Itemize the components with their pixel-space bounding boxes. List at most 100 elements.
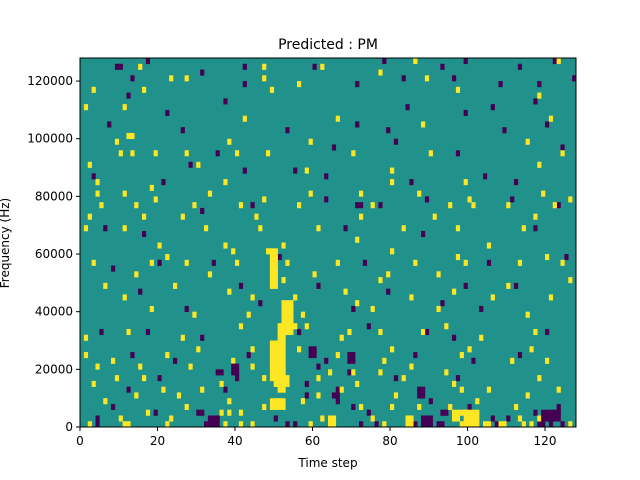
heatmap-cell	[440, 300, 445, 307]
heatmap-cell	[444, 369, 449, 376]
heatmap-cell	[215, 150, 220, 157]
heatmap-cell	[517, 259, 523, 266]
heatmap-cell	[560, 421, 565, 428]
x-tick-label: 40	[227, 434, 242, 448]
heatmap-cell	[126, 92, 131, 99]
heatmap-cell	[180, 127, 185, 134]
heatmap-cell	[331, 144, 337, 151]
heatmap-cell	[548, 294, 554, 301]
heatmap-cell	[114, 375, 120, 382]
heatmap-cell-block	[207, 415, 220, 428]
heatmap-cell	[215, 369, 220, 376]
heatmap-cell	[316, 375, 321, 382]
heatmap-cell	[200, 334, 205, 341]
heatmap-cell	[269, 86, 275, 93]
heatmap-cell	[83, 352, 89, 359]
heatmap-cell	[366, 409, 371, 416]
heatmap-cell	[122, 190, 127, 197]
heatmap-cell	[238, 323, 244, 330]
heatmap-cell	[320, 415, 325, 422]
heatmap-cell	[293, 323, 298, 330]
heatmap-cell	[173, 282, 178, 289]
heatmap-cell	[223, 421, 228, 428]
heatmap-cell	[254, 213, 259, 220]
heatmap-cell	[324, 196, 329, 203]
heatmap-cell	[196, 161, 201, 168]
heatmap-cell	[142, 375, 147, 382]
heatmap-cell	[382, 421, 387, 428]
heatmap-cell	[351, 369, 356, 376]
heatmap-cell	[223, 98, 228, 105]
heatmap-cell	[343, 225, 348, 232]
heatmap-cell	[339, 334, 344, 341]
heatmap-cell	[359, 421, 364, 428]
heatmap-cell	[362, 259, 368, 266]
heatmap-cell	[514, 282, 519, 289]
heatmap-cell	[304, 167, 309, 174]
heatmap-cell	[401, 375, 406, 382]
heatmap-cell	[316, 392, 321, 399]
heatmap-cell	[238, 409, 244, 416]
heatmap-cell	[324, 173, 329, 180]
heatmap-cell-block	[541, 409, 550, 422]
heatmap-cell	[246, 352, 251, 359]
heatmap-cell	[242, 81, 247, 88]
heatmap-cell	[153, 409, 158, 416]
heatmap-cell	[393, 375, 399, 382]
heatmap-cell	[103, 282, 108, 289]
heatmap-cell	[529, 421, 534, 428]
heatmap-cell	[95, 179, 100, 186]
heatmap-cell	[250, 421, 255, 428]
heatmap-cell	[107, 121, 112, 128]
heatmap-cell	[111, 265, 116, 272]
heatmap-cell	[471, 202, 476, 209]
heatmap-cell	[351, 150, 356, 157]
heatmap-cell	[444, 323, 449, 330]
heatmap-cell	[312, 63, 317, 70]
heatmap-cell	[405, 104, 410, 111]
heatmap-cell	[502, 127, 507, 134]
heatmap-cell-block	[548, 409, 561, 422]
heatmap-cell	[262, 196, 267, 203]
heatmap-cell	[529, 346, 534, 353]
heatmap-cell	[417, 190, 422, 197]
heatmap-cell	[118, 150, 123, 157]
heatmap-cell	[459, 421, 464, 428]
heatmap-cell	[99, 202, 104, 209]
heatmap-cell	[169, 75, 174, 82]
heatmap-cell	[134, 392, 139, 399]
heatmap-cell	[184, 305, 189, 312]
heatmap-cell	[537, 81, 542, 88]
heatmap-cell	[250, 346, 255, 353]
heatmap-cell	[149, 184, 154, 191]
heatmap-cell	[266, 150, 271, 157]
heatmap-cell	[386, 288, 391, 295]
heatmap-cell	[486, 386, 492, 393]
heatmap-cell	[521, 225, 526, 232]
heatmap-cell	[463, 259, 468, 266]
heatmap-cell	[455, 375, 461, 382]
heatmap-cell	[242, 167, 247, 174]
heatmap-cell	[188, 363, 193, 370]
heatmap-background	[80, 58, 576, 427]
heatmap-cell	[227, 288, 232, 295]
heatmap-cell	[514, 179, 519, 186]
heatmap-cell	[176, 392, 182, 399]
heatmap-cell	[149, 305, 154, 312]
heatmap-cell	[196, 409, 201, 416]
heatmap-cell	[514, 403, 519, 411]
y-tick-label: 60000	[35, 247, 73, 261]
heatmap-cell	[130, 150, 135, 157]
heatmap-cell-block	[355, 202, 364, 209]
heatmap-cell	[440, 63, 445, 70]
heatmap-cell	[463, 109, 468, 116]
heatmap-cell	[126, 421, 131, 428]
heatmap-cell	[545, 357, 550, 364]
heatmap-cell	[471, 357, 476, 364]
heatmap-cell	[142, 86, 147, 93]
heatmap-cell	[467, 346, 472, 353]
heatmap-cell	[297, 346, 302, 353]
heatmap-cell	[552, 58, 557, 65]
heatmap-cell	[479, 334, 484, 341]
heatmap-cell	[455, 225, 461, 232]
